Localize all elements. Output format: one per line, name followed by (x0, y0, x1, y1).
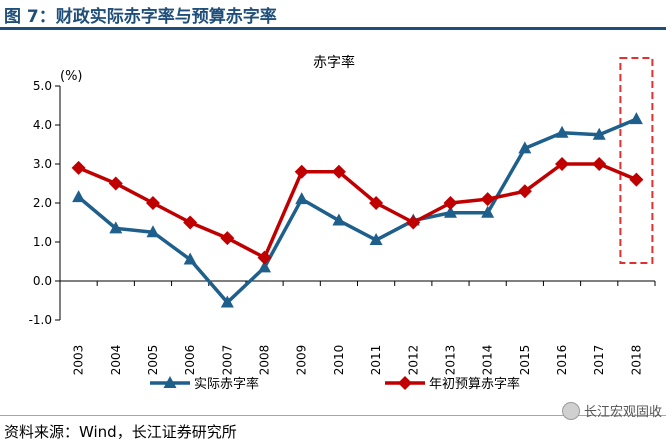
legend-marker (398, 376, 412, 390)
y-tick-label: 2.0 (33, 196, 52, 210)
legend-label: 实际赤字率 (194, 376, 259, 392)
actual-deficit-line (77, 117, 638, 305)
budget-deficit-point (555, 157, 570, 171)
budget-deficit-series (71, 157, 644, 265)
budget-deficit-point (369, 196, 384, 210)
y-tick-label: 3.0 (33, 157, 52, 171)
budget-deficit-point (592, 157, 607, 171)
budget-deficit-point (629, 172, 644, 187)
x-tick-label: 2011 (369, 345, 383, 376)
x-tick-label: 2003 (72, 345, 86, 376)
legend-marker (163, 376, 177, 388)
actual-deficit-series (72, 112, 643, 308)
watermark: 长江宏观固收 (561, 401, 662, 420)
actual-deficit-point (109, 221, 123, 234)
title-rule (0, 27, 666, 30)
legend-item-actual-deficit: 实际赤字率 (150, 376, 259, 392)
figure-title: 图 7：财政实际赤字率与预算赤字率 (4, 7, 277, 27)
actual-deficit-point (183, 252, 197, 265)
actual-deficit-point (72, 190, 86, 203)
x-tick-label: 2009 (295, 345, 309, 376)
actual-deficit-point (629, 112, 643, 125)
x-tick-label: 2012 (406, 345, 420, 376)
budget-deficit-line (77, 162, 638, 260)
x-tick-label: 2017 (592, 345, 606, 376)
actual-deficit-point (258, 260, 272, 273)
legend-item-budget-deficit: 年初预算赤字率 (385, 376, 520, 392)
y-tick-label: 0.0 (33, 274, 52, 288)
series-group (71, 112, 644, 308)
watermark-text: 长江宏观固收 (583, 405, 662, 420)
y-axis-unit-label: (%) (60, 69, 83, 84)
y-tick-label: 1.0 (33, 235, 52, 249)
budget-deficit-point (71, 160, 86, 175)
highlight-dashed-box (619, 57, 654, 264)
x-tick-label: 2004 (109, 345, 123, 376)
actual-deficit-point (220, 295, 234, 308)
wechat-icon (561, 401, 580, 420)
source-rule (0, 415, 666, 416)
x-tick-label: 2015 (518, 345, 532, 376)
highlight-box (619, 57, 654, 264)
x-tick-label: 2014 (481, 345, 495, 376)
budget-deficit-point (517, 184, 532, 199)
x-tick-label: 2005 (146, 345, 160, 376)
x-tick-label: 2016 (555, 345, 569, 376)
chart-title: 赤字率 (313, 54, 355, 71)
source-note: 资料来源：Wind，长江证券研究所 (4, 423, 237, 441)
legend-label: 年初预算赤字率 (429, 376, 520, 392)
budget-deficit-point (480, 192, 495, 207)
actual-deficit-point (555, 125, 569, 138)
x-tick-label: 2006 (183, 345, 197, 376)
x-tick-label: 2018 (629, 345, 643, 376)
actual-deficit-point (295, 192, 309, 205)
budget-deficit-point (443, 196, 458, 210)
y-tick-label: 4.0 (33, 118, 52, 132)
legend: 实际赤字率 年初预算赤字率 (150, 376, 520, 392)
budget-deficit-point (406, 215, 421, 230)
budget-deficit-point (183, 215, 198, 230)
y-tick-label: -1.0 (29, 313, 52, 327)
actual-deficit-point (518, 141, 532, 154)
budget-deficit-point (108, 176, 123, 191)
x-tick-label: 2007 (220, 345, 234, 376)
budget-deficit-point (331, 164, 346, 179)
budget-deficit-point (294, 164, 309, 179)
x-tick-label: 2010 (332, 345, 346, 376)
x-tick-label: 2013 (443, 345, 457, 376)
actual-deficit-point (146, 225, 160, 238)
y-tick-label: 5.0 (33, 79, 52, 93)
actual-deficit-point (332, 213, 346, 226)
budget-deficit-point (145, 196, 160, 210)
x-tick-label: 2008 (258, 345, 272, 376)
budget-deficit-point (220, 231, 235, 246)
deficit-rate-chart: 赤字率 (%) 5.0 4.0 3.0 2.0 1.0 0.0 -1.0 2003 2004 20… (29, 54, 656, 392)
actual-deficit-point (481, 205, 495, 218)
budget-deficit-point (257, 250, 272, 265)
actual-deficit-point (592, 127, 606, 140)
actual-deficit-point (369, 233, 383, 246)
axes: 5.0 4.0 3.0 2.0 1.0 0.0 -1.0 2003 2004 2005 2006 20… (29, 79, 656, 376)
actual-deficit-point (443, 205, 457, 218)
